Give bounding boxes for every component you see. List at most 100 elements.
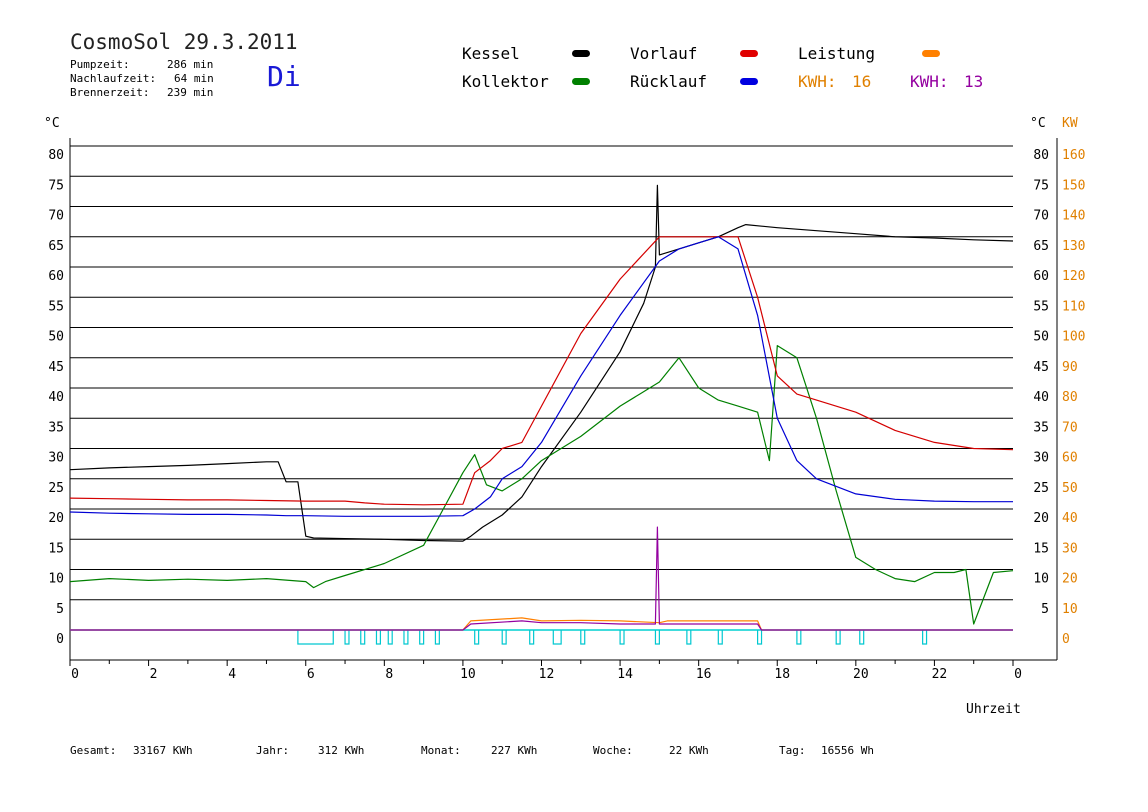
legend-kwh2-value: 13 bbox=[964, 72, 984, 91]
kw-tick-label: 90 bbox=[1062, 360, 1078, 375]
right-tick-label: 25 bbox=[1033, 481, 1049, 496]
pump-segment bbox=[419, 630, 425, 645]
right-tick-label: 10 bbox=[1033, 572, 1049, 587]
legend-kessel-label: Kessel bbox=[462, 44, 520, 63]
left-tick-label: 55 bbox=[48, 299, 64, 314]
pump-segment bbox=[686, 630, 692, 645]
pump-segment bbox=[717, 630, 723, 645]
stat-value-nachlaufzeit: 64 min bbox=[174, 72, 214, 85]
x-tick-label: 8 bbox=[385, 667, 393, 682]
legend-vorlauf-label: Vorlauf bbox=[630, 44, 698, 63]
pump-segment bbox=[474, 630, 480, 645]
series-line-1 bbox=[69, 345, 1014, 625]
left-tick-label: 15 bbox=[48, 541, 64, 556]
kw-tick-label: 30 bbox=[1062, 541, 1078, 556]
pump-segment bbox=[387, 630, 393, 645]
pump-segment bbox=[922, 630, 928, 645]
right-tick-label: 65 bbox=[1033, 239, 1049, 254]
kw-tick-label: 130 bbox=[1062, 239, 1085, 254]
kw-tick-label: 120 bbox=[1062, 269, 1085, 284]
right-tick-label: 80 bbox=[1033, 148, 1049, 163]
pump-segment bbox=[501, 630, 507, 645]
right-tick-label: 5 bbox=[1041, 602, 1049, 617]
kw-tick-label: 70 bbox=[1062, 420, 1078, 435]
pump-segment bbox=[297, 630, 334, 645]
kw-tick-label: 60 bbox=[1062, 451, 1078, 466]
left-tick-label: 80 bbox=[48, 148, 64, 163]
page-title: CosmoSol 29.3.2011 bbox=[70, 30, 298, 54]
x-tick-label: 10 bbox=[460, 667, 476, 682]
legend-leistung-label: Leistung bbox=[798, 44, 876, 63]
left-tick-label: 45 bbox=[48, 360, 64, 375]
footer-gesamt-label: Gesamt: bbox=[70, 744, 117, 757]
footer-gesamt-value: 33167 KWh bbox=[133, 744, 193, 757]
footer-woche-value: 22 KWh bbox=[669, 744, 709, 757]
x-tick-label: 0 bbox=[1014, 667, 1022, 682]
footer-tag-value: 16556 Wh bbox=[821, 744, 874, 757]
left-tick-label: 0 bbox=[56, 632, 64, 647]
footer-monat-value: 227 KWh bbox=[491, 744, 538, 757]
legend-vorlauf-swatch bbox=[740, 50, 758, 57]
kw-tick-label: 150 bbox=[1062, 178, 1085, 193]
left-tick-label: 70 bbox=[48, 209, 64, 224]
pump-segment bbox=[344, 630, 350, 645]
right-tick-label: 40 bbox=[1033, 390, 1049, 405]
left-tick-label: 20 bbox=[48, 511, 64, 526]
footer-jahr-value: 312 KWh bbox=[318, 744, 365, 757]
series-line-5 bbox=[70, 526, 1013, 631]
x-tick-label: 6 bbox=[307, 667, 315, 682]
left-tick-label: 50 bbox=[48, 330, 64, 345]
x-tick-label: 4 bbox=[228, 667, 236, 682]
x-axis-label: Uhrzeit bbox=[966, 702, 1021, 717]
left-axis-unit: °C bbox=[44, 116, 60, 131]
legend-kwh1-label: KWH: bbox=[798, 72, 837, 91]
left-tick-label: 5 bbox=[56, 602, 64, 617]
pump-segment bbox=[434, 630, 440, 645]
legend-kollektor-swatch bbox=[572, 78, 590, 85]
legend-ruecklauf-label: Rücklauf bbox=[630, 72, 708, 91]
legend-kollektor-label: Kollektor bbox=[462, 72, 549, 91]
kw-tick-label: 10 bbox=[1062, 602, 1078, 617]
kw-tick-label: 80 bbox=[1062, 390, 1078, 405]
right-tick-label: 75 bbox=[1033, 178, 1049, 193]
legend-kwh1-value: 16 bbox=[852, 72, 872, 91]
right-tick-label: 70 bbox=[1033, 209, 1049, 224]
right-tick-label: 50 bbox=[1033, 330, 1049, 345]
stat-value-pumpzeit: 286 min bbox=[167, 58, 214, 71]
right-tick-label: 35 bbox=[1033, 420, 1049, 435]
left-tick-label: 75 bbox=[48, 178, 64, 193]
pump-segment bbox=[375, 630, 382, 645]
weekday-label: Di bbox=[267, 60, 301, 93]
left-tick-label: 60 bbox=[48, 269, 64, 284]
pump-segment bbox=[757, 630, 763, 645]
left-tick-label: 10 bbox=[48, 572, 64, 587]
legend-leistung-swatch bbox=[922, 50, 940, 57]
kw-tick-label: 40 bbox=[1062, 511, 1078, 526]
x-tick-label: 0 bbox=[71, 667, 79, 682]
kw-tick-label: 100 bbox=[1062, 330, 1085, 345]
left-tick-label: 25 bbox=[48, 481, 64, 496]
pump-segment bbox=[552, 630, 562, 645]
kw-tick-label: 140 bbox=[1062, 209, 1085, 224]
pump-segment bbox=[654, 630, 660, 645]
x-tick-label: 22 bbox=[932, 667, 948, 682]
series-line-0 bbox=[69, 184, 1014, 542]
right-tick-label: 45 bbox=[1033, 360, 1049, 375]
footer-jahr-label: Jahr: bbox=[256, 744, 290, 757]
kw-tick-label: 0 bbox=[1062, 632, 1070, 647]
kw-tick-label: 110 bbox=[1062, 299, 1085, 314]
right-tick-label: 30 bbox=[1033, 451, 1049, 466]
pump-segment bbox=[835, 630, 841, 645]
right-tick-label: 60 bbox=[1033, 269, 1049, 284]
left-tick-label: 35 bbox=[48, 420, 64, 435]
x-tick-label: 18 bbox=[774, 667, 790, 682]
series-line-4 bbox=[70, 617, 1013, 631]
kw-tick-label: 20 bbox=[1062, 572, 1078, 587]
left-tick-label: 40 bbox=[48, 390, 64, 405]
footer-woche-label: Woche: bbox=[593, 744, 633, 757]
pump-segment bbox=[403, 630, 409, 645]
x-tick-label: 2 bbox=[150, 667, 158, 682]
pump-segment bbox=[360, 630, 366, 645]
pump-segment bbox=[580, 630, 586, 645]
